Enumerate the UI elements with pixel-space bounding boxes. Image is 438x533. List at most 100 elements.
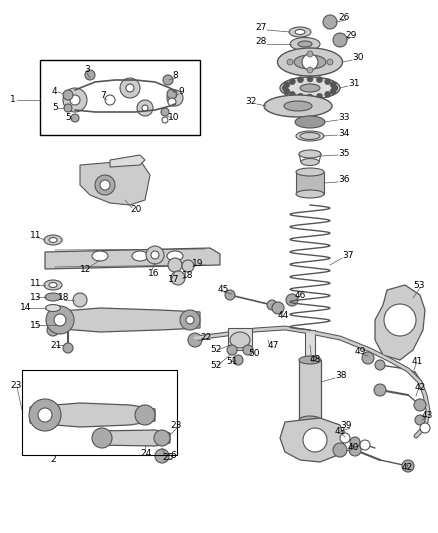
Ellipse shape xyxy=(299,150,321,158)
Circle shape xyxy=(47,324,59,336)
Circle shape xyxy=(384,304,416,336)
Ellipse shape xyxy=(294,55,326,69)
Circle shape xyxy=(227,345,237,355)
Bar xyxy=(296,172,324,194)
Text: 35: 35 xyxy=(338,149,350,157)
Circle shape xyxy=(243,345,253,355)
Ellipse shape xyxy=(296,131,324,141)
Circle shape xyxy=(162,117,168,123)
Text: 18: 18 xyxy=(182,271,194,280)
Circle shape xyxy=(54,314,66,326)
Circle shape xyxy=(168,98,176,106)
Text: 40: 40 xyxy=(348,443,359,453)
Circle shape xyxy=(64,104,72,112)
Polygon shape xyxy=(110,155,145,167)
Circle shape xyxy=(290,91,295,98)
Ellipse shape xyxy=(264,95,332,117)
Bar xyxy=(22,370,177,455)
Circle shape xyxy=(360,440,370,450)
Bar xyxy=(299,360,321,420)
Ellipse shape xyxy=(296,190,324,198)
Text: 41: 41 xyxy=(412,358,424,367)
Ellipse shape xyxy=(295,116,325,128)
Circle shape xyxy=(375,360,385,370)
Text: 32: 32 xyxy=(245,98,256,107)
Circle shape xyxy=(307,51,313,57)
Text: 42: 42 xyxy=(402,464,413,472)
Circle shape xyxy=(297,77,304,83)
Circle shape xyxy=(297,93,304,99)
Circle shape xyxy=(307,76,313,82)
Circle shape xyxy=(302,54,318,70)
Text: 33: 33 xyxy=(338,114,350,123)
Text: 29: 29 xyxy=(345,31,357,41)
Text: 8: 8 xyxy=(172,71,178,80)
Circle shape xyxy=(73,293,87,307)
Text: 53: 53 xyxy=(413,280,424,289)
Circle shape xyxy=(168,258,182,272)
Text: 19: 19 xyxy=(192,260,204,269)
Text: 11: 11 xyxy=(30,230,42,239)
Circle shape xyxy=(282,85,288,91)
Circle shape xyxy=(137,100,153,116)
Circle shape xyxy=(120,78,140,98)
Text: 12: 12 xyxy=(80,265,92,274)
Text: 21: 21 xyxy=(50,341,61,350)
Circle shape xyxy=(330,82,336,87)
Ellipse shape xyxy=(299,416,321,424)
Circle shape xyxy=(415,415,425,425)
Ellipse shape xyxy=(296,168,324,176)
Circle shape xyxy=(182,260,194,272)
Circle shape xyxy=(95,175,115,195)
Circle shape xyxy=(71,114,79,122)
Text: 52: 52 xyxy=(210,345,221,354)
Circle shape xyxy=(233,355,243,365)
Circle shape xyxy=(161,108,169,116)
Text: 18: 18 xyxy=(58,294,70,303)
Text: 22: 22 xyxy=(200,334,211,343)
Text: 10: 10 xyxy=(168,114,180,123)
Circle shape xyxy=(325,91,331,98)
Circle shape xyxy=(333,33,347,47)
Circle shape xyxy=(420,423,430,433)
Text: 24: 24 xyxy=(140,448,151,457)
Ellipse shape xyxy=(290,37,320,51)
Text: 1: 1 xyxy=(10,95,16,104)
Text: 23: 23 xyxy=(10,381,21,390)
Ellipse shape xyxy=(280,77,340,99)
Text: 44: 44 xyxy=(278,311,289,319)
Text: 30: 30 xyxy=(352,53,364,62)
Ellipse shape xyxy=(49,238,57,243)
Text: 45: 45 xyxy=(218,286,230,295)
Text: 31: 31 xyxy=(348,79,360,88)
Circle shape xyxy=(307,94,313,100)
Circle shape xyxy=(414,399,426,411)
Circle shape xyxy=(171,271,185,285)
Circle shape xyxy=(340,433,350,443)
Text: 28: 28 xyxy=(255,37,266,46)
Circle shape xyxy=(333,443,347,457)
Ellipse shape xyxy=(300,133,320,140)
Polygon shape xyxy=(80,160,150,205)
Text: 15: 15 xyxy=(30,320,42,329)
Ellipse shape xyxy=(44,280,62,290)
Circle shape xyxy=(323,15,337,29)
Circle shape xyxy=(38,408,52,422)
Text: 39: 39 xyxy=(340,421,352,430)
Circle shape xyxy=(307,67,313,73)
Text: 11: 11 xyxy=(30,279,42,287)
Polygon shape xyxy=(95,430,170,446)
Circle shape xyxy=(402,460,414,472)
Text: 5: 5 xyxy=(65,114,71,123)
Text: 43: 43 xyxy=(335,427,346,437)
Text: 23: 23 xyxy=(170,421,181,430)
Circle shape xyxy=(135,405,155,425)
Circle shape xyxy=(330,88,336,94)
Polygon shape xyxy=(45,248,220,269)
Bar xyxy=(40,60,200,135)
Circle shape xyxy=(146,246,164,264)
Circle shape xyxy=(63,343,73,353)
Text: 14: 14 xyxy=(20,303,32,312)
Text: 37: 37 xyxy=(342,251,353,260)
Ellipse shape xyxy=(289,27,311,37)
